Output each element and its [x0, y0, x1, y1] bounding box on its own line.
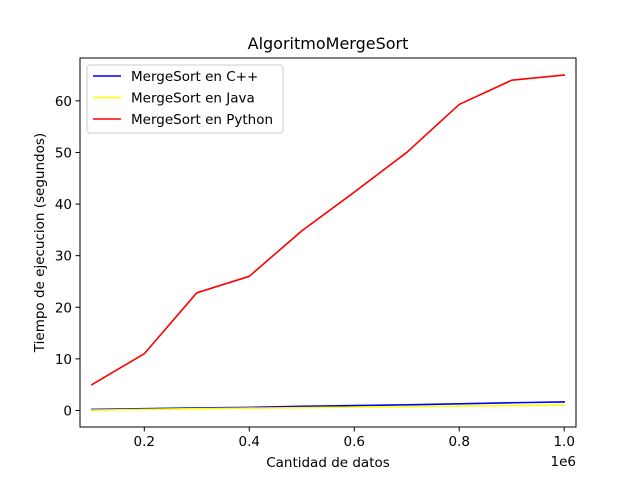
legend-label: MergeSort en Python: [131, 112, 273, 128]
series-line-2: [90, 404, 565, 412]
y-tick-label: 60: [55, 94, 72, 110]
legend: MergeSort en C++ MergeSort en Java MergeSo…: [86, 64, 284, 134]
y-tick-label: 10: [55, 352, 72, 368]
legend-entries: MergeSort en C++ MergeSort en Java MergeSo…: [93, 69, 273, 128]
y-tick-label: 30: [55, 249, 72, 265]
y-tick-label: 20: [55, 300, 72, 316]
plot-frame: [79, 57, 577, 428]
y-tick-label: 0: [63, 403, 72, 419]
y-axis-label: Tiempo de ejecucion (segundos): [32, 133, 48, 353]
plot-lines: [90, 74, 566, 412]
legend-label: MergeSort en C++: [131, 69, 258, 85]
x-tick-label: 0.4: [239, 434, 260, 450]
series-line-3: [90, 74, 566, 386]
x-tick-label: 1.0: [553, 434, 574, 450]
x-tick-label: 0.8: [448, 434, 469, 450]
x-tick-label: 0.2: [134, 434, 155, 450]
y-tick-label: 50: [55, 145, 72, 161]
legend-label: MergeSort en Java: [131, 91, 255, 107]
x-tick-label: 0.6: [344, 434, 365, 450]
y-axis: 0 10 20 30 40 50 60: [55, 94, 80, 419]
x-axis-label: Cantidad de datos: [266, 455, 390, 471]
legend-box: [86, 64, 284, 134]
x-axis: 0.2 0.4 0.6 0.8 1.0: [134, 427, 575, 450]
x-axis-offset-label: 1e6: [551, 454, 576, 470]
y-tick-label: 40: [55, 197, 72, 213]
chart-title: AlgoritmoMergeSort: [248, 34, 409, 53]
